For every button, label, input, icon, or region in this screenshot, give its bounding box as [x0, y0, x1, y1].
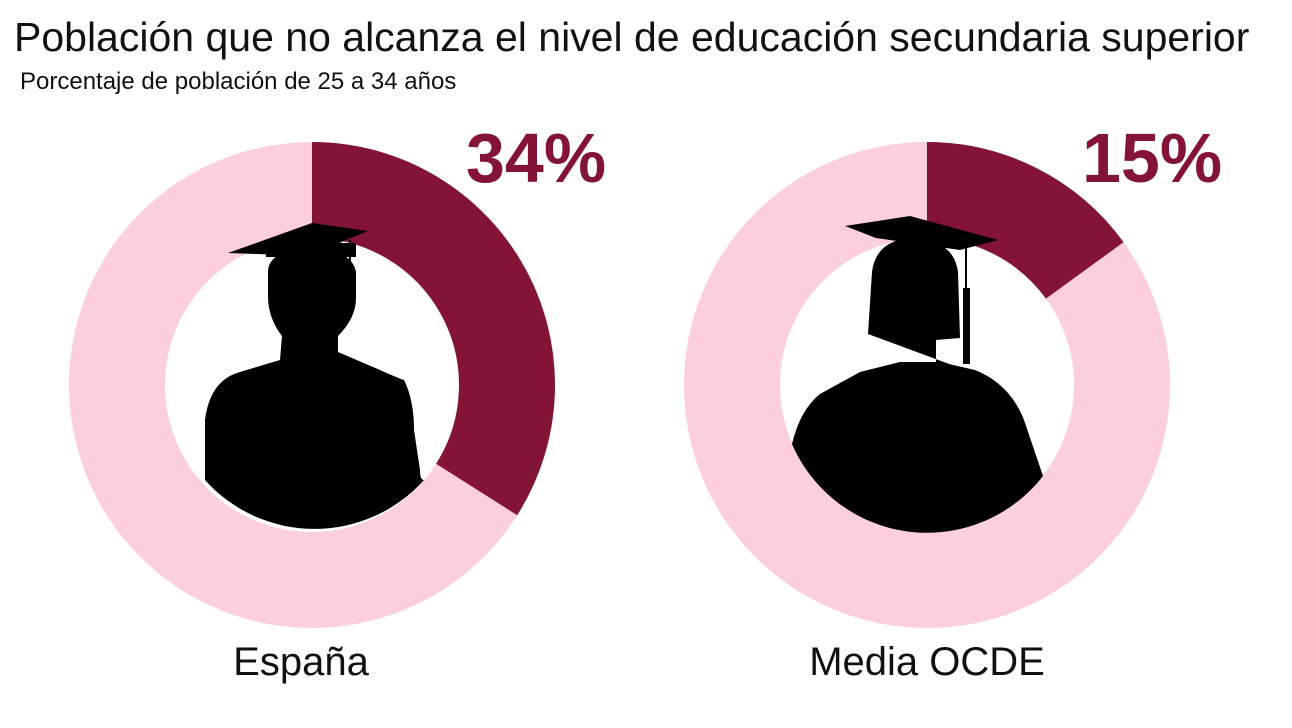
- value-label-espana: 34%: [466, 119, 607, 197]
- female-graduate-silhouette-icon: [792, 216, 1043, 533]
- category-label-espana: España: [233, 640, 369, 684]
- chart-subtitle: Porcentaje de población de 25 a 34 años: [20, 68, 457, 95]
- donut-slice-media-ocde: [925, 142, 1124, 300]
- donut-slice-espana: [310, 142, 555, 516]
- donut-panel-media-ocde: 15% Media OCDE: [615, 0, 1261, 728]
- donut-chart-espana: [69, 142, 555, 628]
- donut-chart-media-ocde: [684, 142, 1170, 628]
- chart-title: Población que no alcanza el nivel de edu…: [14, 14, 1250, 60]
- male-graduate-silhouette-icon: [205, 223, 424, 529]
- donut-panel-espana: 34% España: [69, 119, 607, 684]
- category-label-media-ocde: Media OCDE: [809, 640, 1045, 684]
- value-label-media-ocde: 15%: [1082, 119, 1223, 197]
